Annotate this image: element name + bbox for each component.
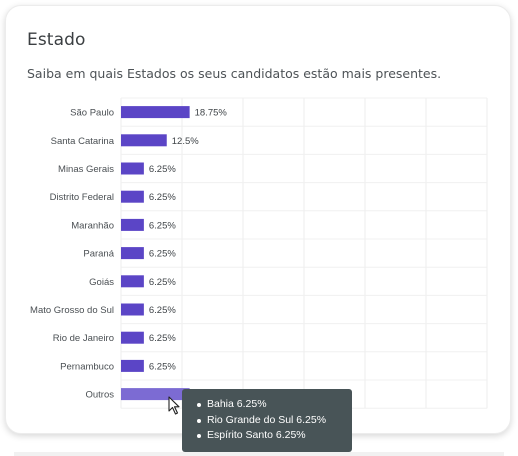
bar <box>121 247 144 260</box>
bar <box>121 190 144 203</box>
bar <box>121 106 190 119</box>
data-label: 6.25% <box>149 305 176 316</box>
outros-tooltip: Bahia 6.25% Rio Grande do Sul 6.25% Espí… <box>182 389 352 452</box>
category-label: Pernambuco <box>60 361 114 372</box>
data-label: 6.25% <box>149 220 176 231</box>
bar <box>121 162 144 175</box>
bar <box>121 218 144 231</box>
category-label: São Paulo <box>70 108 114 119</box>
category-label: Minas Gerais <box>58 164 114 175</box>
tooltip-list: Bahia 6.25% Rio Grande do Sul 6.25% Espí… <box>182 397 352 444</box>
data-label: 6.25% <box>149 277 176 288</box>
data-label: 18.75% <box>195 108 228 119</box>
category-label: Santa Catarina <box>51 136 115 147</box>
bar <box>121 331 144 344</box>
category-label: Goiás <box>89 277 114 288</box>
tooltip-item: Rio Grande do Sul 6.25% <box>197 413 352 429</box>
state-bar-chart: São Paulo 18.75% Santa Catarina 12.5% Minas … <box>30 97 488 409</box>
category-label: Outros <box>85 390 114 401</box>
data-label: 12.5% <box>172 136 199 147</box>
bar <box>121 388 190 401</box>
tooltip-item: Espírito Santo 6.25% <box>197 428 352 444</box>
bar <box>121 134 167 147</box>
data-label: 6.25% <box>149 333 176 344</box>
card-title: Estado <box>27 30 86 50</box>
card-shadow-strip <box>14 452 504 456</box>
tooltip-item: Bahia 6.25% <box>197 397 352 413</box>
category-label: Paraná <box>83 249 114 260</box>
state-card: Estado Saiba em quais Estados os seus ca… <box>5 5 511 434</box>
data-label: 6.25% <box>149 164 176 175</box>
category-label: Maranhão <box>71 220 114 231</box>
data-label: 6.25% <box>149 192 176 203</box>
bar <box>121 303 144 316</box>
card-subtitle: Saiba em quais Estados os seus candidato… <box>27 66 442 81</box>
bar <box>121 275 144 288</box>
data-label: 6.25% <box>149 361 176 372</box>
bar <box>121 359 144 372</box>
mouse-pointer-icon <box>168 396 180 415</box>
category-label: Mato Grosso do Sul <box>30 305 114 316</box>
category-label: Distrito Federal <box>50 192 114 203</box>
category-label: Rio de Janeiro <box>53 333 114 344</box>
data-label: 6.25% <box>149 249 176 260</box>
